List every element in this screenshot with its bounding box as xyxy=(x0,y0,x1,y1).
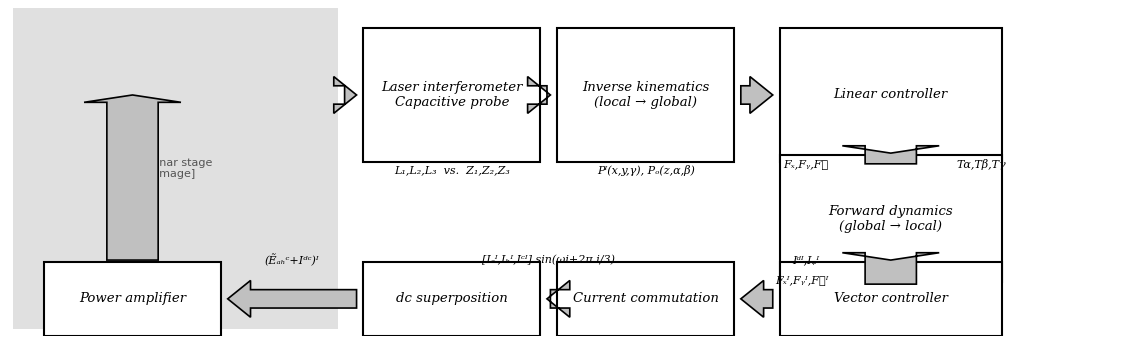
Bar xyxy=(780,262,1002,336)
Bar xyxy=(558,28,734,162)
Text: Linear controller: Linear controller xyxy=(833,89,948,101)
Text: [Iₐᴵ,Iₕᴵ,Iᶜᴵ] sin(ωi+2π i/3): [Iₐᴵ,Iₕᴵ,Iᶜᴵ] sin(ωi+2π i/3) xyxy=(482,255,615,266)
Polygon shape xyxy=(842,146,940,164)
Text: Iᵈᴵ,Iᵩᴵ: Iᵈᴵ,Iᵩᴵ xyxy=(792,255,818,266)
Text: Power amplifier: Power amplifier xyxy=(79,292,186,305)
Text: Forward dynamics
(global → local): Forward dynamics (global → local) xyxy=(829,205,953,233)
Text: Pᴵ(x,y,γ), Pₒ(z,α,β): Pᴵ(x,y,γ), Pₒ(z,α,β) xyxy=(597,165,695,176)
Bar xyxy=(780,155,1002,282)
Text: Laser interferometer
Capacitive probe: Laser interferometer Capacitive probe xyxy=(381,81,522,109)
Polygon shape xyxy=(227,280,357,317)
Bar xyxy=(13,8,337,329)
Polygon shape xyxy=(85,95,181,260)
Bar xyxy=(363,262,541,336)
Polygon shape xyxy=(842,253,940,284)
Text: Inverse kinematics
(local → global): Inverse kinematics (local → global) xyxy=(582,81,710,109)
Text: Vector controller: Vector controller xyxy=(833,292,948,305)
Text: Tα,Tβ,Tγ: Tα,Tβ,Tγ xyxy=(957,159,1007,170)
Polygon shape xyxy=(547,280,570,317)
Text: Current commutation: Current commutation xyxy=(573,292,719,305)
Bar xyxy=(45,262,221,336)
Bar xyxy=(558,262,734,336)
Text: Fₓ,Fᵧ,Fᶓ: Fₓ,Fᵧ,Fᶓ xyxy=(783,159,828,169)
Polygon shape xyxy=(741,76,773,113)
Polygon shape xyxy=(334,76,357,113)
Polygon shape xyxy=(528,76,551,113)
Text: dc superposition: dc superposition xyxy=(395,292,507,305)
Bar xyxy=(780,28,1002,162)
Text: Fₓᴵ,Fᵧᴵ,Fᶓᴵ: Fₓᴵ,Fᵧᴵ,Fᶓᴵ xyxy=(775,275,828,285)
Bar xyxy=(363,28,541,162)
Text: [Planar stage
image]: [Planar stage image] xyxy=(138,158,213,179)
Text: (Ẽₐₕᶜ+Iᵈᶜ)ᴵ: (Ẽₐₕᶜ+Iᵈᶜ)ᴵ xyxy=(265,254,319,267)
Text: L₁,L₂,L₃  vs.  Z₁,Z₂,Z₃: L₁,L₂,L₃ vs. Z₁,Z₂,Z₃ xyxy=(394,165,510,175)
Polygon shape xyxy=(741,280,773,317)
